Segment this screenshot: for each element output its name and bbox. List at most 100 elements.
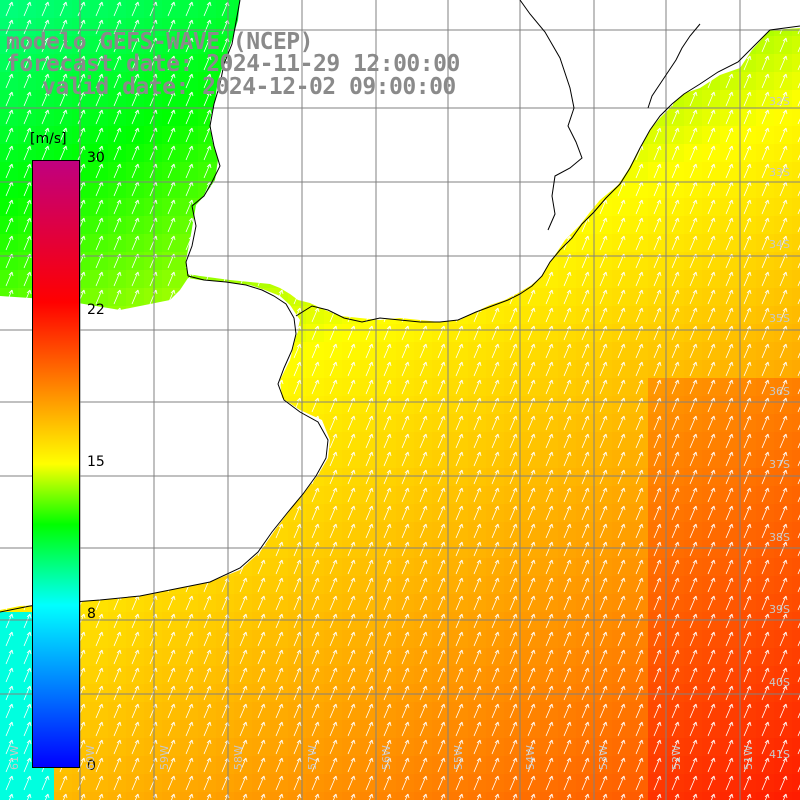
wind-arrow	[23, 703, 32, 719]
wind-arrow	[653, 235, 662, 251]
field-cell	[792, 360, 800, 378]
wind-arrow	[131, 19, 140, 35]
wind-arrow	[761, 451, 770, 467]
wind-arrow	[167, 271, 176, 287]
wind-arrow	[599, 721, 608, 737]
wind-arrow	[671, 469, 680, 485]
wind-arrow	[386, 793, 392, 800]
field-cell	[756, 792, 774, 800]
field-cell	[684, 792, 702, 800]
lat-label-33s: 33S	[769, 166, 790, 179]
wind-arrow	[761, 307, 770, 323]
wind-arrow	[689, 235, 698, 251]
wind-arrow	[365, 433, 374, 449]
wind-arrow	[401, 397, 410, 413]
wind-arrow	[545, 289, 554, 305]
coastline	[0, 0, 800, 613]
wind-arrow	[635, 289, 644, 305]
wind-arrow	[437, 559, 446, 575]
wind-arrow	[725, 397, 734, 413]
lon-label-56w: 56W	[380, 745, 393, 770]
lon-label-60w: 60W	[84, 745, 97, 770]
wind-arrow	[635, 163, 644, 179]
wind-arrow	[509, 343, 518, 359]
wind-arrow	[455, 505, 464, 521]
wind-arrow	[599, 667, 608, 683]
field-cell	[792, 144, 800, 162]
wind-arrow	[401, 379, 410, 395]
wind-arrow	[455, 739, 464, 755]
wind-arrow	[653, 325, 662, 341]
wind-arrow	[671, 667, 680, 683]
wind-arrow	[59, 145, 68, 161]
uruguay-river-border	[185, 0, 241, 277]
wind-arrow	[365, 523, 374, 539]
wind-arrow	[239, 595, 248, 611]
wind-arrow	[401, 631, 410, 647]
wind-arrow	[725, 739, 734, 755]
wind-arrow	[311, 361, 320, 377]
wind-arrow	[23, 1, 32, 17]
wind-arrow	[113, 703, 122, 719]
wind-arrow	[5, 649, 14, 665]
wind-arrow	[599, 649, 608, 665]
wind-arrow	[419, 469, 428, 485]
wind-arrow	[365, 667, 374, 683]
wind-arrow	[95, 91, 104, 107]
wind-arrow	[185, 739, 194, 755]
wind-arrow	[347, 361, 356, 377]
wind-arrow	[761, 217, 770, 233]
wind-arrow	[527, 469, 536, 485]
field-cell	[702, 792, 720, 800]
wind-arrow	[473, 469, 482, 485]
wind-arrow	[455, 613, 464, 629]
wind-arrow	[419, 703, 428, 719]
wind-arrow	[599, 325, 608, 341]
wind-arrow	[275, 523, 284, 539]
field-cell	[774, 792, 792, 800]
wind-arrow	[725, 163, 734, 179]
wind-arrow	[509, 703, 518, 719]
wind-arrow	[689, 307, 698, 323]
wind-arrow	[581, 487, 590, 503]
wind-arrow	[671, 361, 680, 377]
wind-arrow	[257, 559, 266, 575]
wind-arrow	[725, 307, 734, 323]
lat-label-38s: 38S	[769, 531, 790, 544]
wind-arrow	[455, 757, 464, 773]
wind-arrow	[581, 649, 590, 665]
wind-arrow	[275, 595, 284, 611]
wind-arrow	[131, 271, 140, 287]
wind-arrow	[743, 433, 752, 449]
wind-arrow	[491, 451, 500, 467]
lon-label-53w: 53W	[597, 745, 610, 770]
wind-arrow	[329, 397, 338, 413]
wind-arrow	[509, 433, 518, 449]
lat-label-35s: 35S	[769, 312, 790, 325]
wind-arrow	[41, 19, 50, 35]
field-cell	[792, 432, 800, 450]
wind-arrow	[779, 667, 788, 683]
wind-arrow	[725, 361, 734, 377]
wind-arrow	[401, 649, 410, 665]
wind-arrow	[5, 37, 14, 53]
wind-arrow	[95, 73, 104, 89]
wind-arrow	[113, 757, 122, 773]
wind-arrow	[779, 217, 788, 233]
wind-arrow	[725, 289, 734, 305]
wind-arrow	[95, 163, 104, 179]
wind-arrow	[8, 793, 14, 800]
wind-arrow	[725, 721, 734, 737]
field-cell	[792, 198, 800, 216]
wind-arrow	[455, 667, 464, 683]
wind-arrow	[725, 145, 734, 161]
colorbar	[32, 160, 80, 768]
wind-arrow	[599, 433, 608, 449]
wind-arrow	[473, 721, 482, 737]
wind-arrow	[671, 775, 680, 791]
wind-arrow	[635, 487, 644, 503]
wind-arrow	[77, 19, 86, 35]
wind-arrow	[545, 505, 554, 521]
wind-arrow	[401, 433, 410, 449]
